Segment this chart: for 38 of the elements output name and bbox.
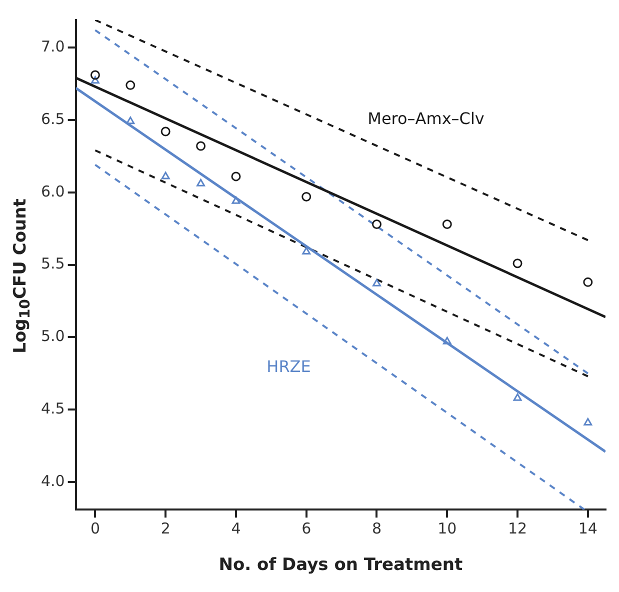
y-tick-label: 7.0 [40,37,65,56]
point [126,80,136,90]
y-tick-label: 4.0 [40,472,65,490]
point [372,278,381,286]
y-tick-label: 6.0 [40,182,65,200]
point [196,141,206,151]
x-tick-label: 12 [508,519,528,538]
point [513,393,522,401]
x-tick-label: 0 [90,519,100,538]
point [196,178,205,186]
x-axis-title: No. of Days on Treatment [218,555,463,576]
x-tick-label: 6 [302,519,312,538]
point [160,126,170,136]
x-tick-label: 10 [438,519,457,538]
point [512,258,522,268]
point [161,172,170,180]
x-tick-label: 2 [160,519,170,538]
point [583,277,593,287]
point [232,196,240,204]
text: HRZE [266,356,311,376]
point [584,418,592,426]
y-tick-label: 5.0 [40,327,65,346]
x-tick-label: 4 [231,519,241,538]
point [90,70,100,80]
point [231,172,241,182]
point [442,336,452,344]
text: Mero–Amx–Clv [368,109,484,128]
point [126,116,135,124]
y-tick-label: 4.5 [40,400,65,418]
point [90,76,100,84]
x-tick-label: 8 [372,519,382,538]
x-tick-label: 14 [578,519,598,538]
y-tick-label: 5.5 [40,254,65,273]
point [442,219,452,229]
y-tick-label: 6.5 [40,110,65,128]
point [372,219,382,229]
point [302,247,311,255]
point [302,192,312,202]
